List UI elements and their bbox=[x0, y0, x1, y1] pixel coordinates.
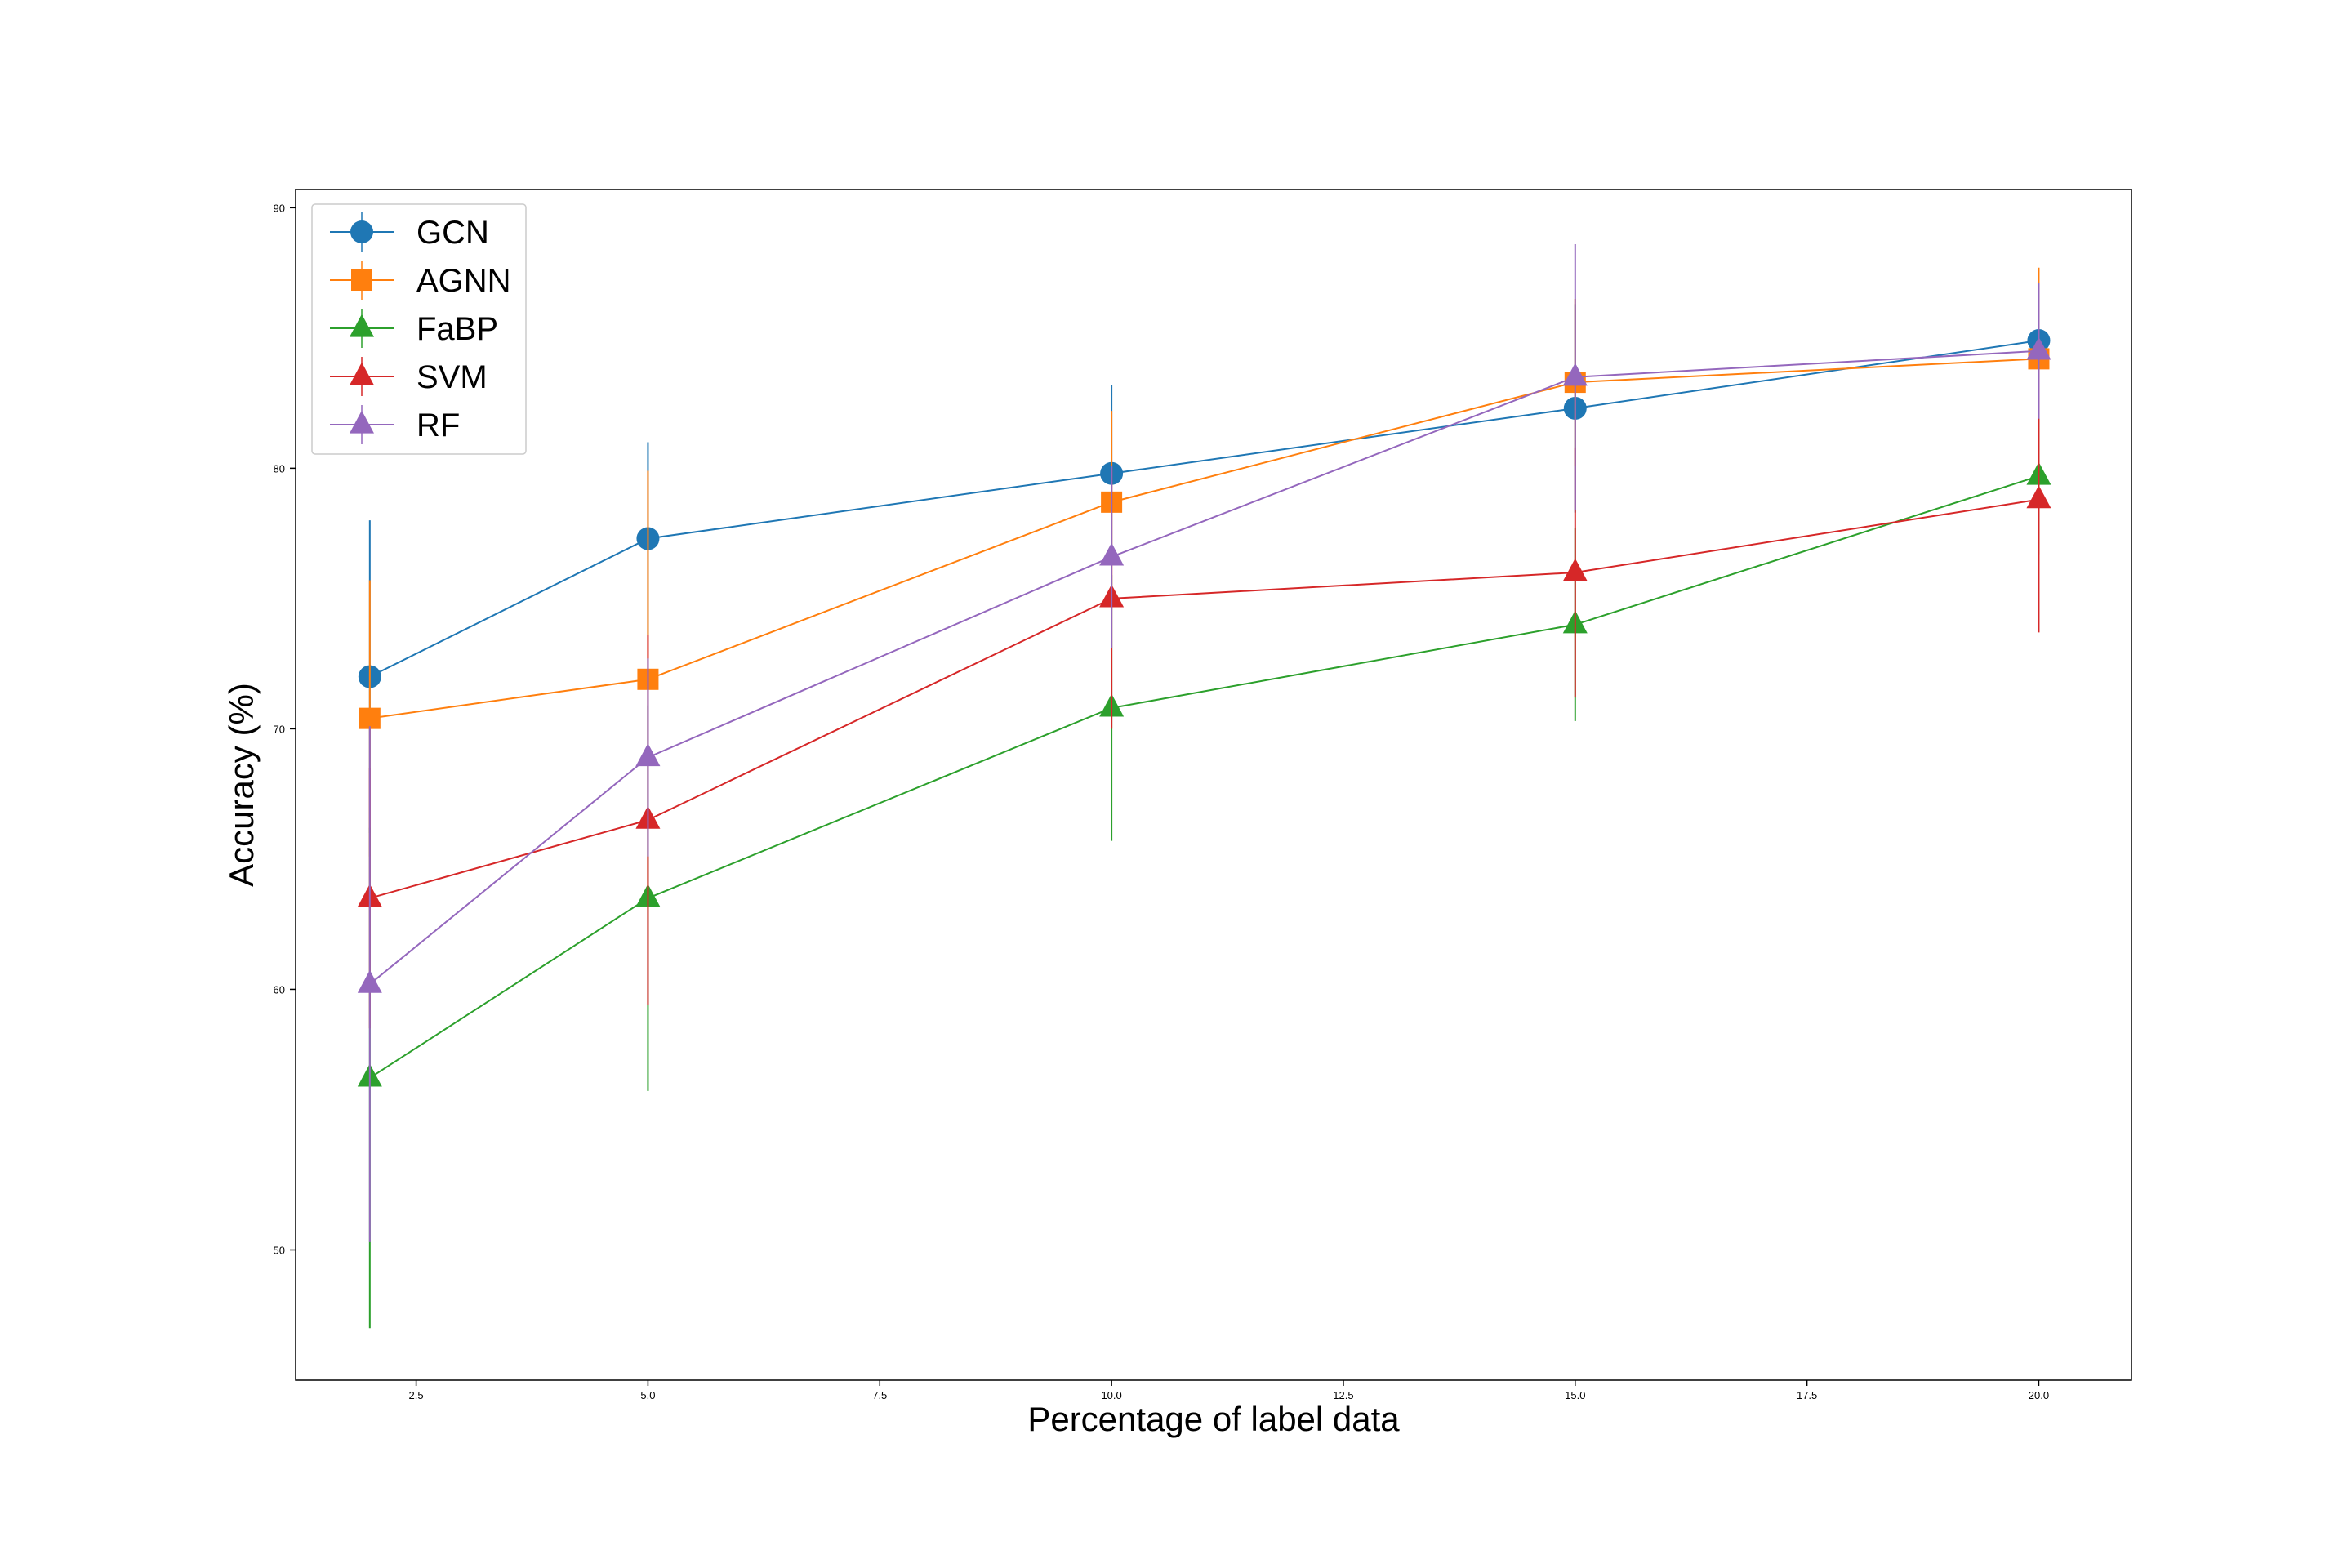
y-tick-label: 80 bbox=[274, 462, 285, 474]
x-tick-label: 10.0 bbox=[1101, 1389, 1121, 1401]
x-tick-label: 12.5 bbox=[1333, 1389, 1353, 1401]
series-layer bbox=[357, 243, 2051, 1329]
x-tick-label: 17.5 bbox=[1797, 1389, 1817, 1401]
legend-item-svm: SVM bbox=[330, 357, 488, 396]
x-tick-label: 5.0 bbox=[640, 1389, 655, 1401]
legend-item-gcn: GCN bbox=[330, 212, 489, 252]
agnn-point bbox=[359, 707, 381, 729]
legend-item-agnn: AGNN bbox=[330, 261, 511, 300]
svm-point bbox=[2026, 485, 2051, 509]
legend-frame bbox=[311, 203, 527, 455]
y-axis-label: Accuracy (%) bbox=[222, 683, 261, 887]
plot-frame bbox=[295, 189, 2132, 1381]
y-tick-label: 70 bbox=[274, 723, 285, 735]
rf-point bbox=[357, 969, 382, 993]
series-rf bbox=[357, 243, 2051, 1242]
y-tick-label: 60 bbox=[274, 983, 285, 996]
y-tick-label: 90 bbox=[274, 202, 285, 214]
legend-marker bbox=[351, 270, 372, 291]
legend-label: FaBP bbox=[416, 311, 498, 347]
x-tick-label: 20.0 bbox=[2029, 1389, 2049, 1401]
svm-point bbox=[1562, 558, 1588, 581]
y-tick-label: 50 bbox=[274, 1244, 285, 1256]
y-axis: 50 60 70 80 90 bbox=[274, 202, 296, 1256]
rf-point bbox=[2026, 336, 2051, 360]
legend-marker bbox=[350, 362, 374, 385]
rf-point bbox=[635, 743, 661, 767]
legend-label: SVM bbox=[416, 359, 488, 395]
x-axis-label: Percentage of label data bbox=[1027, 1400, 1400, 1438]
legend: GCN AGNN FaBP SVM RF bbox=[311, 203, 527, 455]
rf-point bbox=[1562, 363, 1588, 386]
legend-marker bbox=[350, 314, 374, 337]
x-tick-label: 2.5 bbox=[409, 1389, 424, 1401]
legend-label: RF bbox=[416, 408, 460, 443]
rf-point bbox=[1099, 542, 1125, 566]
legend-label: AGNN bbox=[416, 263, 511, 299]
x-axis: 2.5 5.0 7.5 10.0 12.5 15.0 17.5 20.0 bbox=[409, 1380, 2049, 1401]
x-tick-label: 15.0 bbox=[1565, 1389, 1585, 1401]
legend-item-rf: RF bbox=[330, 405, 460, 444]
x-tick-label: 7.5 bbox=[872, 1389, 887, 1401]
legend-label: GCN bbox=[416, 215, 489, 251]
legend-item-fabp: FaBP bbox=[330, 309, 498, 348]
legend-marker bbox=[350, 220, 373, 243]
legend-marker bbox=[350, 410, 374, 434]
